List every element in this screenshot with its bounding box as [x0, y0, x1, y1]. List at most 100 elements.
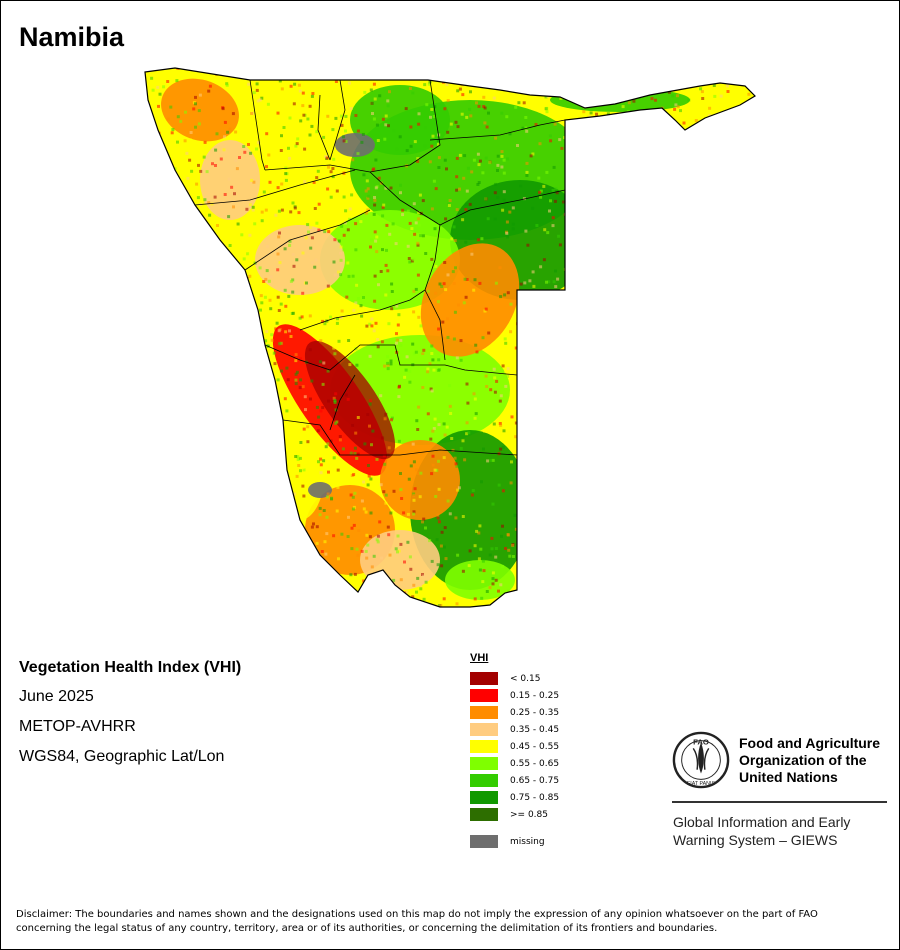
vhi-pixel [379, 74, 382, 78]
vhi-pixel [251, 208, 255, 212]
vhi-pixel [737, 358, 741, 362]
vhi-pixel [395, 304, 399, 308]
vhi-pixel [145, 527, 148, 531]
vhi-pixel [654, 548, 658, 552]
vhi-pixel [622, 484, 626, 488]
vhi-pixel [731, 195, 735, 199]
vhi-pixel [294, 144, 298, 148]
vhi-pixel [294, 382, 298, 386]
vhi-pixel [262, 576, 266, 579]
vhi-pixel [322, 459, 326, 463]
vhi-pixel [524, 126, 528, 130]
vhi-pixel [243, 434, 247, 438]
vhi-pixel [355, 547, 359, 551]
vhi-pixel [757, 507, 760, 510]
vhi-pixel [354, 222, 358, 226]
vhi-pixel [737, 238, 741, 242]
vhi-pixel [361, 132, 365, 136]
vhi-pixel [183, 225, 187, 229]
vhi-pixel [225, 82, 229, 86]
vhi-pixel [667, 73, 671, 77]
vhi-pixel [367, 464, 370, 467]
vhi-pixel [476, 74, 480, 78]
vhi-pixel [464, 240, 468, 244]
vhi-pixel [472, 80, 475, 84]
vhi-pixel [701, 397, 705, 401]
vhi-pixel [563, 348, 567, 351]
vhi-pixel [264, 339, 268, 343]
vhi-pixel [190, 352, 194, 356]
vhi-pixel [624, 235, 628, 239]
vhi-pixel [711, 255, 714, 259]
vhi-pixel [221, 398, 225, 402]
vhi-pixel [298, 316, 302, 320]
vhi-pixel [422, 348, 426, 352]
vhi-pixel [183, 281, 187, 285]
vhi-pixel [286, 378, 290, 382]
vhi-pixel [445, 83, 449, 86]
vhi-pixel [389, 362, 393, 366]
vhi-pixel [519, 282, 523, 286]
vhi-pixel [301, 385, 305, 389]
vhi-pixel [676, 81, 680, 85]
vhi-pixel [384, 69, 388, 73]
vhi-pixel [545, 470, 549, 474]
vhi-pixel [300, 167, 304, 170]
vhi-pixel [465, 115, 469, 119]
vhi-pixel [416, 273, 420, 277]
vhi-pixel [342, 248, 346, 252]
vhi-pixel [555, 191, 559, 195]
vhi-pixel [239, 597, 243, 601]
vhi-pixel [309, 597, 313, 601]
vhi-pixel [493, 217, 497, 221]
vhi-pixel [437, 142, 440, 146]
vhi-pixel [451, 448, 455, 452]
vhi-pixel [193, 549, 197, 553]
vhi-pixel [280, 134, 283, 138]
vhi-pixel [309, 225, 313, 229]
vhi-pixel [279, 561, 282, 565]
vhi-pixel [667, 90, 671, 94]
vhi-pixel [656, 153, 660, 157]
vhi-pixel [174, 511, 178, 515]
vhi-pixel [746, 193, 749, 197]
vhi-pixel [288, 156, 292, 160]
vhi-pixel [545, 280, 548, 284]
giews-line-1: Global Information and Early [673, 814, 851, 830]
vhi-pixel [215, 579, 219, 583]
vhi-pixel [145, 240, 149, 244]
vhi-pixel [344, 393, 348, 397]
vhi-pixel [204, 480, 208, 484]
vhi-pixel [648, 115, 651, 119]
vhi-pixel [351, 423, 355, 427]
vhi-pixel [344, 114, 348, 118]
vhi-pixel [569, 234, 573, 237]
vhi-pixel [255, 263, 259, 267]
vhi-pixel [387, 322, 391, 326]
vhi-pixel [548, 134, 552, 138]
vhi-pixel [274, 213, 278, 217]
vhi-pixel [702, 469, 706, 473]
vhi-pixel [674, 545, 677, 548]
vhi-pixel [352, 308, 356, 312]
vhi-pixel [239, 588, 243, 591]
vhi-pixel [707, 593, 710, 596]
vhi-pixel [183, 386, 187, 390]
vhi-pixel [403, 375, 407, 379]
vhi-pixel [269, 383, 273, 387]
vhi-pixel [500, 165, 504, 169]
vhi-pixel [487, 81, 491, 85]
vhi-pixel [671, 577, 675, 581]
vhi-pixel [325, 515, 329, 519]
vhi-pixel [298, 433, 302, 437]
vhi-pixel [205, 514, 209, 518]
vhi-pixel [246, 252, 250, 256]
vhi-pixel [372, 212, 376, 216]
vhi-pixel [645, 608, 648, 611]
vhi-pixel [355, 456, 359, 460]
vhi-pixel [306, 117, 310, 121]
vhi-pixel [323, 230, 327, 234]
vhi-pixel [716, 516, 720, 520]
vhi-pixel [216, 570, 220, 574]
vhi-pixel [236, 573, 240, 577]
